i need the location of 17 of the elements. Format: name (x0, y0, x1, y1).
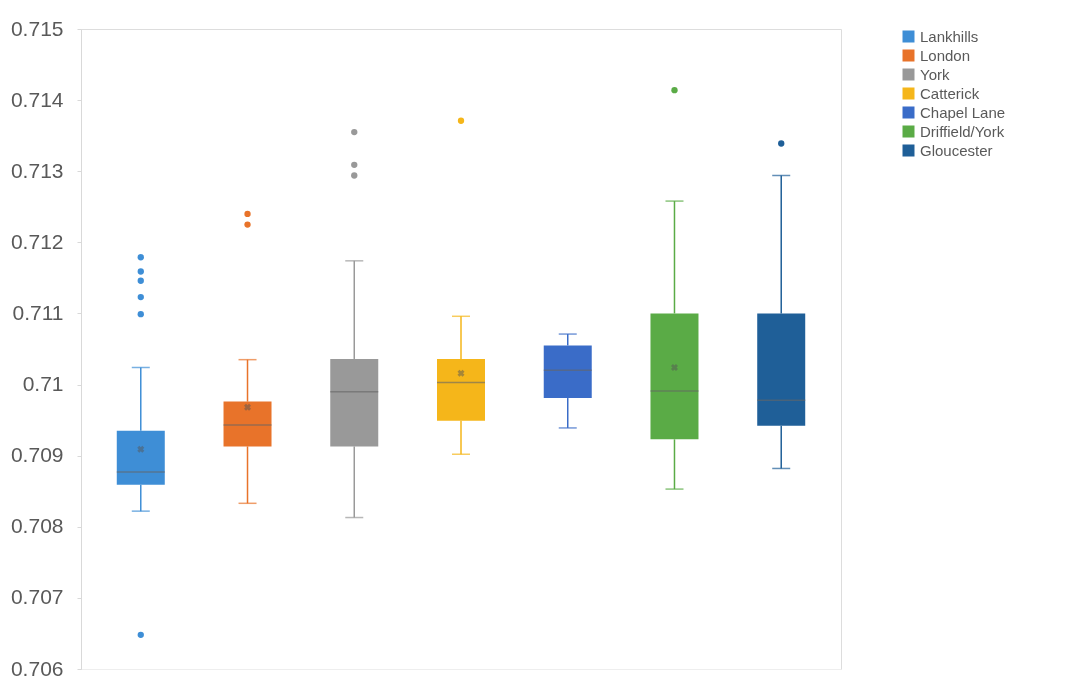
y-tick-label: 0.707 (10, 585, 64, 609)
y-tick-label: 0.706 (10, 656, 64, 680)
legend-label: London (920, 46, 971, 64)
legend-label: York (920, 65, 950, 83)
legend-label: Chapel Lane (920, 103, 1006, 121)
y-tick-label: 0.712 (10, 229, 64, 253)
y-tick-label: 0.71 (22, 372, 64, 396)
y-tick-label: 0.715 (10, 16, 64, 40)
y-tick-label: 0.714 (10, 87, 64, 111)
legend-label: Catterick (920, 84, 980, 102)
legend-label: Lankhills (920, 27, 979, 45)
y-tick-label: 0.713 (10, 158, 64, 182)
y-tick-label: 0.709 (10, 443, 64, 467)
y-tick-label: 0.708 (10, 514, 64, 538)
legend-label: Driffield/York (920, 122, 1005, 140)
y-tick-label: 0.711 (12, 300, 64, 324)
legend-label: Gloucester (920, 141, 993, 159)
